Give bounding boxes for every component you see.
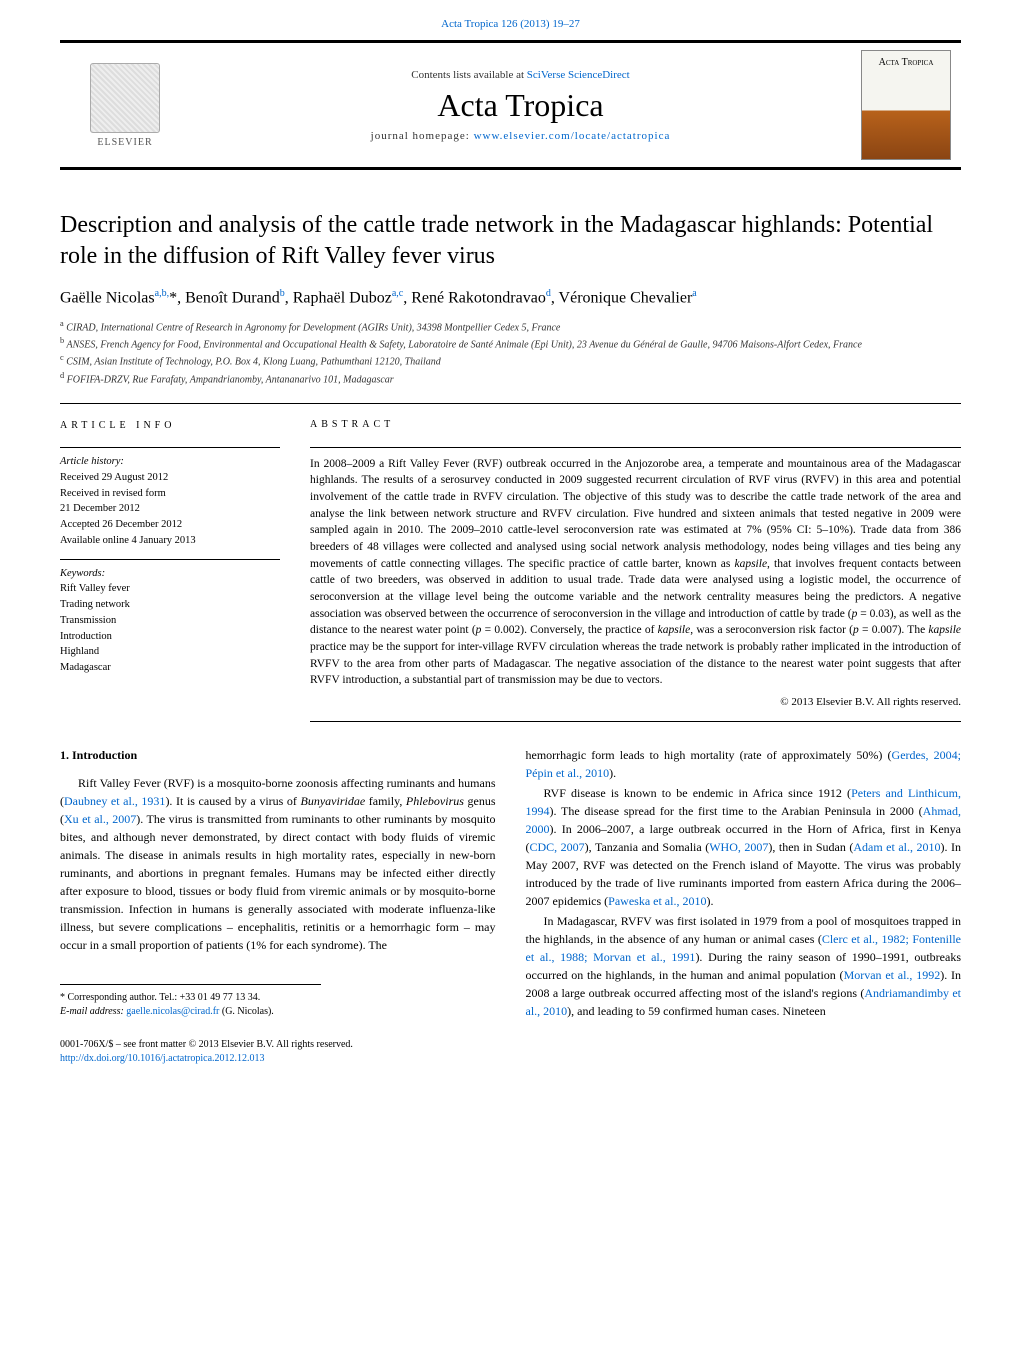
cover-title: Acta Tropica [879,51,934,68]
email-link[interactable]: gaelle.nicolas@cirad.fr [126,1006,219,1017]
homepage-link[interactable]: www.elsevier.com/locate/actatropica [474,130,671,142]
keyword-line: Madagascar [60,660,280,676]
history-line: Available online 4 January 2013 [60,533,280,549]
affiliation-line: b ANSES, French Agency for Food, Environ… [60,335,961,352]
journal-header-box: ELSEVIER Contents lists available at Sci… [60,40,961,170]
article-info-heading: article info [60,418,280,439]
keyword-line: Transmission [60,613,280,629]
homepage-prefix: journal homepage: [371,130,474,142]
history-lines: Received 29 August 2012Received in revis… [60,470,280,549]
body-para-4: In Madagascar, RVFV was first isolated i… [526,912,962,1020]
journal-header-center: Contents lists available at SciVerse Sci… [190,43,851,167]
elsevier-tree-icon [90,63,160,133]
publisher-logo-area: ELSEVIER [60,43,190,167]
keyword-lines: Rift Valley feverTrading networkTransmis… [60,581,280,676]
email-line: E-mail address: gaelle.nicolas@cirad.fr … [60,1005,321,1019]
body-para-2: hemorrhagic form leads to high mortality… [526,746,962,782]
body-column-left: 1. Introduction Rift Valley Fever (RVF) … [60,746,496,1022]
history-line: Received in revised form [60,486,280,502]
journal-name: Acta Tropica [437,87,603,124]
cover-thumb-area: Acta Tropica [851,43,961,167]
keyword-line: Highland [60,644,280,660]
history-line: Accepted 26 December 2012 [60,517,280,533]
publisher-name: ELSEVIER [97,137,152,148]
issn-line: 0001-706X/$ – see front matter © 2013 El… [60,1038,961,1052]
body-columns: 1. Introduction Rift Valley Fever (RVF) … [60,746,961,1022]
abstract-copyright: © 2013 Elsevier B.V. All rights reserved… [310,695,961,722]
keyword-line: Trading network [60,597,280,613]
footer-block: 0001-706X/$ – see front matter © 2013 El… [60,1038,961,1066]
journal-homepage-line: journal homepage: www.elsevier.com/locat… [371,130,671,142]
history-line: 21 December 2012 [60,501,280,517]
affiliation-line: a CIRAD, International Centre of Researc… [60,318,961,335]
elsevier-logo: ELSEVIER [75,55,175,155]
keywords-block: Keywords: Rift Valley feverTrading netwo… [60,559,280,676]
contents-line: Contents lists available at SciVerse Sci… [411,69,629,81]
keyword-line: Introduction [60,629,280,645]
affiliation-line: d FOFIFA-DRZV, Rue Farafaty, Ampandriano… [60,370,961,387]
affiliations-block: a CIRAD, International Centre of Researc… [60,318,961,387]
keywords-label: Keywords: [60,559,280,582]
corresponding-author-note: * Corresponding author. Tel.: +33 01 49 … [60,991,321,1005]
contents-prefix: Contents lists available at [411,69,526,81]
body-column-right: hemorrhagic form leads to high mortality… [526,746,962,1022]
abstract-text: In 2008–2009 a Rift Valley Fever (RVF) o… [310,447,961,689]
article-info-column: article info Article history: Received 2… [60,418,280,722]
citation-link[interactable]: Acta Tropica 126 (2013) 19–27 [441,18,580,30]
email-label: E-mail address: [60,1006,126,1017]
keyword-line: Rift Valley fever [60,581,280,597]
body-para-1: Rift Valley Fever (RVF) is a mosquito-bo… [60,774,496,954]
header-citation: Acta Tropica 126 (2013) 19–27 [0,0,1021,40]
history-line: Received 29 August 2012 [60,470,280,486]
journal-cover-thumb: Acta Tropica [861,50,951,160]
abstract-column: abstract In 2008–2009 a Rift Valley Feve… [310,418,961,722]
doi-link[interactable]: http://dx.doi.org/10.1016/j.actatropica.… [60,1053,265,1064]
article-title: Description and analysis of the cattle t… [60,210,961,272]
article-history-block: Article history: Received 29 August 2012… [60,447,280,549]
abstract-heading: abstract [310,418,961,439]
body-para-3: RVF disease is known to be endemic in Af… [526,784,962,910]
authors-line: Gaëlle Nicolasa,b,*, Benoît Durandb, Rap… [60,288,961,307]
history-label: Article history: [60,447,280,470]
section-1-heading: 1. Introduction [60,746,496,764]
affiliation-line: c CSIM, Asian Institute of Technology, P… [60,352,961,369]
info-abstract-row: article info Article history: Received 2… [60,403,961,722]
footnote-block: * Corresponding author. Tel.: +33 01 49 … [60,984,321,1019]
sciencedirect-link[interactable]: SciVerse ScienceDirect [527,69,630,81]
email-whom: (G. Nicolas). [219,1006,273,1017]
